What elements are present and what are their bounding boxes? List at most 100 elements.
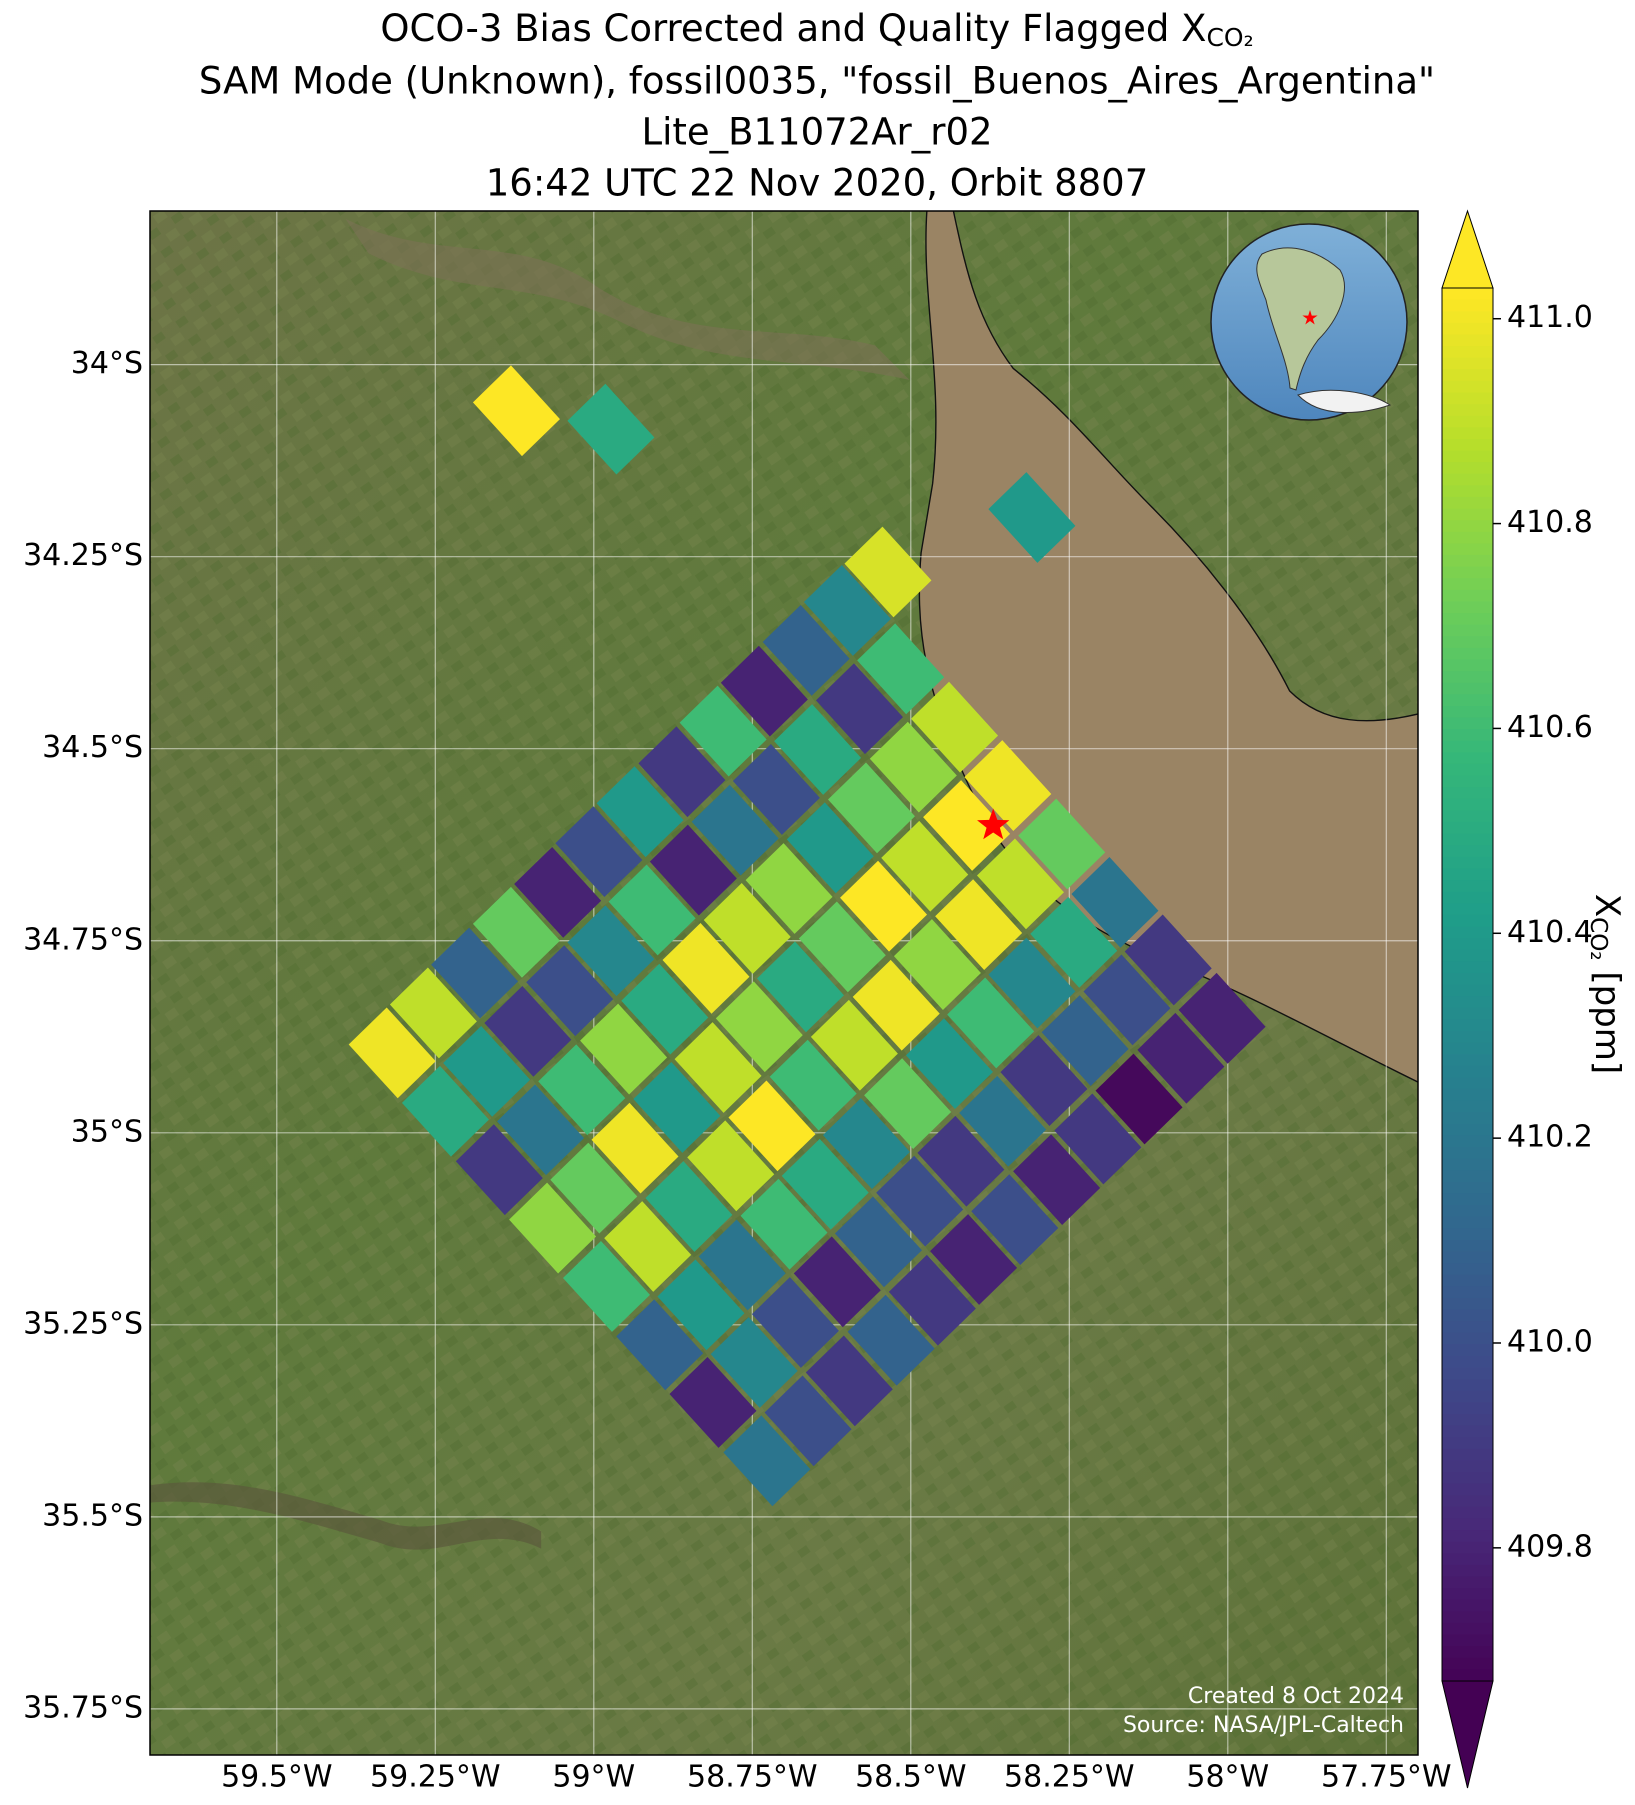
colorbar-slice — [1442, 1564, 1493, 1578]
colorbar-slice — [1442, 1251, 1493, 1264]
colorbar-slice — [1442, 438, 1493, 452]
colorbar-slice — [1442, 1297, 1493, 1311]
footprint — [745, 843, 833, 934]
colorbar-slice — [1442, 1448, 1493, 1462]
footprint — [751, 1277, 839, 1368]
colorbar-slice — [1442, 1065, 1493, 1079]
colorbar-slice — [1442, 1216, 1493, 1230]
colorbar-slice — [1442, 996, 1493, 1009]
footprint — [596, 766, 684, 858]
footprint — [687, 1120, 775, 1212]
colorbar-slice — [1442, 1576, 1493, 1589]
continent — [1256, 247, 1345, 391]
footprint — [959, 1075, 1047, 1167]
colorbar-slice — [1442, 485, 1493, 498]
colorbar-slice — [1442, 288, 1493, 301]
colorbar-tick-label: 410.2 — [1507, 1120, 1593, 1155]
colorbar-slice — [1442, 1472, 1493, 1485]
y-tick-label: 34°S — [71, 346, 143, 381]
footprint — [567, 905, 655, 997]
colorbar-slice — [1442, 299, 1493, 313]
colorbar-slice — [1442, 1669, 1493, 1682]
footprint — [844, 526, 932, 618]
colorbar-slice — [1442, 1100, 1493, 1113]
y-tick-label: 35.5°S — [42, 1498, 143, 1533]
colorbar-slice — [1442, 1425, 1493, 1439]
credit-created: Created 8 Oct 2024 — [1188, 1684, 1404, 1709]
colorbar-slice — [1442, 810, 1493, 823]
footprint — [964, 740, 1052, 831]
footprint — [538, 1044, 626, 1136]
footprint — [827, 762, 915, 854]
footprint — [472, 365, 560, 457]
colorbar-slice — [1442, 1390, 1493, 1404]
footprint — [1000, 1035, 1088, 1126]
footprint — [888, 1254, 976, 1346]
colorbar-slice — [1442, 1541, 1493, 1555]
colorbar-slice — [1442, 1355, 1493, 1369]
colorbar-label-unit: [ppm] — [1588, 961, 1628, 1075]
footprint — [1178, 972, 1266, 1064]
colorbar-slice — [1442, 624, 1493, 638]
colorbar-slice — [1442, 1239, 1493, 1253]
footprint — [526, 945, 614, 1037]
footprint — [1054, 1093, 1142, 1185]
colorbar-slice — [1442, 1054, 1493, 1067]
colorbar-slice — [1442, 775, 1493, 788]
x-tick-label: 59.5°W — [221, 1760, 332, 1795]
inset-star — [1302, 310, 1318, 325]
colorbar-slice — [1442, 961, 1493, 974]
colorbar-slice — [1442, 1622, 1493, 1636]
colorbar-tick-label: 409.8 — [1507, 1529, 1593, 1564]
footprint — [679, 685, 767, 777]
colorbar-slice — [1442, 1088, 1493, 1102]
footprint — [756, 941, 844, 1033]
colorbar-slice — [1442, 1077, 1493, 1090]
footprint — [550, 1142, 638, 1234]
colorbar-label: XCO₂ [ppm] — [1586, 894, 1628, 1074]
colorbar-slice — [1442, 868, 1493, 881]
colorbar-slice — [1442, 450, 1493, 463]
colorbar-slice — [1442, 1402, 1493, 1415]
colorbar-slice — [1442, 798, 1493, 812]
footprint — [562, 1241, 650, 1332]
colorbar-label-main: X — [1588, 894, 1628, 917]
colorbar-slice — [1442, 404, 1493, 417]
subtitle: Lite_B11072Ar_r02 — [641, 111, 992, 154]
colorbar-slice — [1442, 322, 1493, 336]
colorbar-slice — [1442, 554, 1493, 568]
colorbar-slice — [1442, 1495, 1493, 1508]
colorbar-slice — [1442, 1309, 1493, 1322]
colorbar-label-sub: CO₂ — [1586, 917, 1612, 960]
footprint — [715, 981, 803, 1073]
footprint — [923, 780, 1011, 871]
colorbar-slice — [1442, 636, 1493, 649]
footprint — [728, 1080, 816, 1172]
x-tick-label: 58°W — [1186, 1760, 1269, 1795]
colorbar-tick-label: 410.4 — [1507, 915, 1593, 950]
colorbar-slice — [1442, 1379, 1493, 1392]
colorbar-slice — [1442, 647, 1493, 661]
footprint — [443, 1025, 531, 1117]
colorbar-slice — [1442, 496, 1493, 510]
inset-globe — [1210, 223, 1408, 421]
colorbar-slice — [1442, 1506, 1493, 1520]
title-sub: CO₂ — [1206, 23, 1253, 52]
credit-source: Source: NASA/JPL-Caltech — [1123, 1713, 1404, 1738]
footprint — [893, 919, 981, 1010]
footprint — [976, 838, 1064, 930]
footprint — [1030, 896, 1118, 988]
colorbar-slice — [1442, 1274, 1493, 1288]
footprint — [971, 1174, 1059, 1265]
footprint — [621, 963, 709, 1055]
footprint — [555, 806, 643, 898]
footprint — [834, 1196, 922, 1288]
colorbar-slice — [1442, 508, 1493, 521]
colorbar-slice — [1442, 1634, 1493, 1647]
footprint — [649, 824, 737, 916]
footprint — [881, 820, 969, 912]
colorbar-slice — [1442, 357, 1493, 371]
colorbar-slice — [1442, 671, 1493, 684]
colorbar-slice — [1442, 1135, 1493, 1148]
footprint — [1137, 1012, 1225, 1104]
